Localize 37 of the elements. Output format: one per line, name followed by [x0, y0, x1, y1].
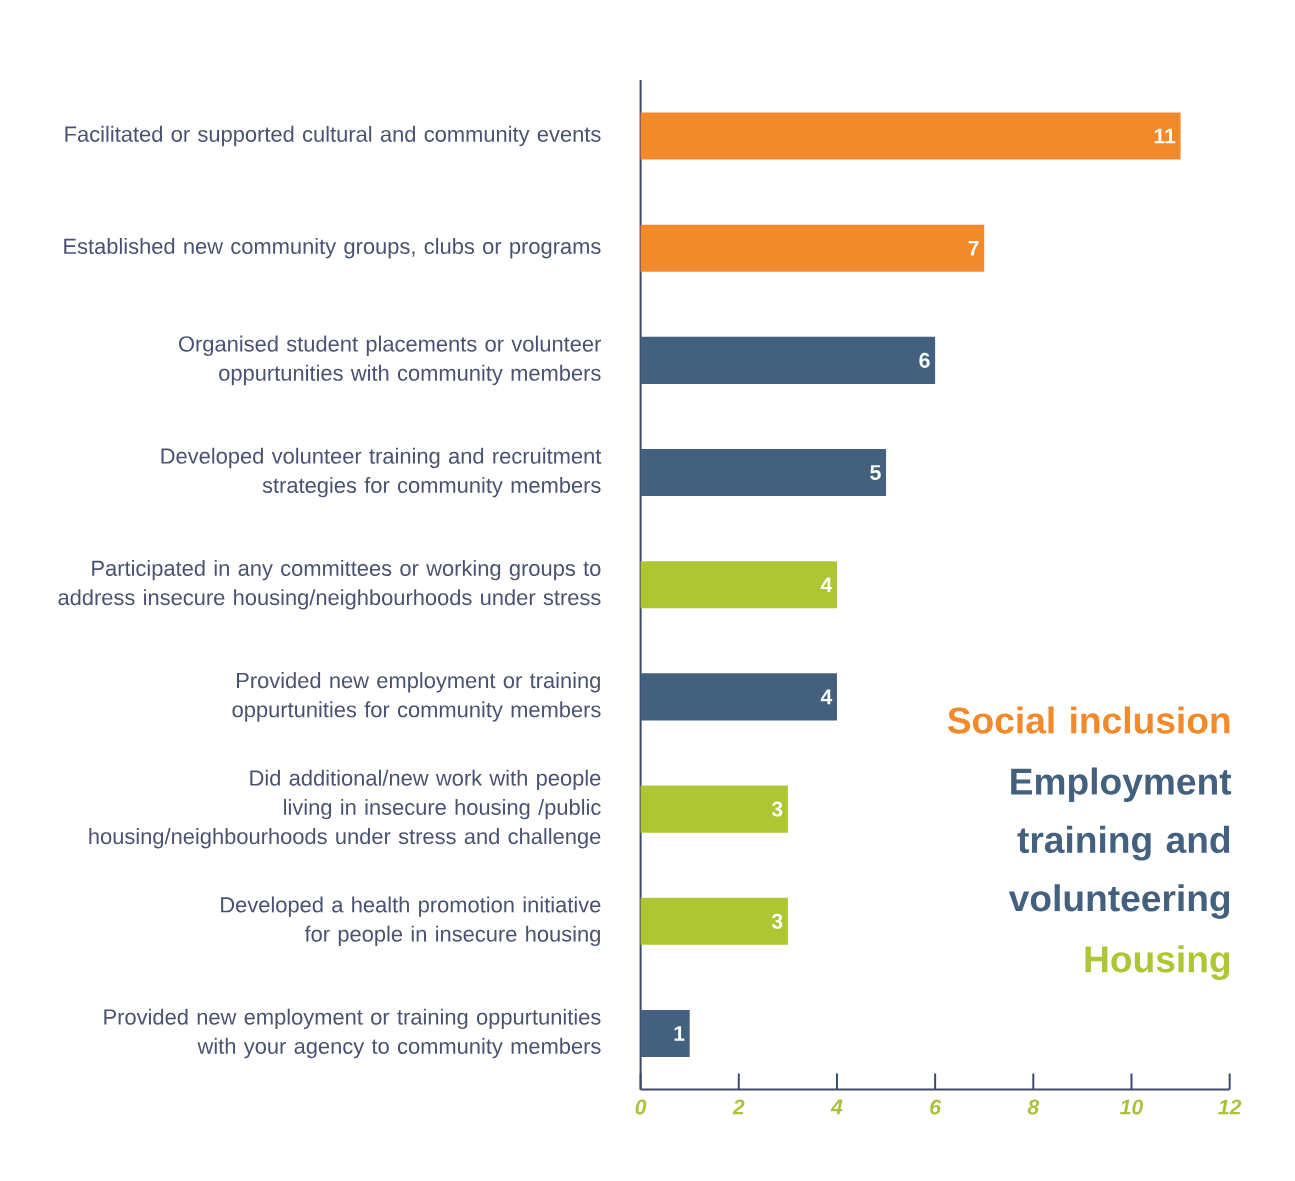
y-tick-label: Developed volunteer training and recruitment strategies for community members	[161, 447, 602, 498]
data-label: 1	[674, 1026, 685, 1041]
bar	[640, 336, 936, 384]
bar	[640, 561, 837, 609]
data-label: 3	[771, 913, 783, 929]
text: Employment training and volunteering	[1008, 767, 1232, 919]
text: Social inclusion	[947, 706, 1230, 734]
data-label: 7	[968, 240, 979, 256]
x-tick-label: 0	[635, 1099, 647, 1115]
y-tick-label: Did additional/new work with people living in insecure housing /public housing/neighbourhoods under stress and challenge	[89, 769, 601, 849]
bar	[640, 1009, 690, 1057]
data-label: 3	[771, 801, 783, 817]
x-tick-label: 4	[830, 1099, 843, 1115]
bar	[640, 785, 788, 833]
y-tick-label: Provided new employment or training oppurtunities for community members	[232, 672, 601, 722]
x-tick-label: 10	[1120, 1099, 1144, 1115]
x-tick-label: 12	[1218, 1099, 1242, 1115]
text: Housing	[1085, 945, 1230, 980]
bar	[640, 673, 837, 721]
x-tick-label: 8	[1027, 1099, 1040, 1115]
data-label: 5	[870, 465, 881, 480]
bar	[640, 224, 985, 272]
bar	[640, 448, 887, 497]
data-label: 11	[1154, 128, 1176, 144]
y-tick-label: Developed a health promotion initiative for people in insecure housing	[221, 896, 601, 947]
bar	[640, 112, 1181, 160]
y-tick-label: Facilitated or supported cultural and community events	[65, 125, 601, 147]
data-label: 4	[820, 689, 833, 705]
x-tick-label: 2	[732, 1099, 745, 1115]
x-tick-label: 6	[930, 1099, 942, 1115]
data-label: 4	[820, 577, 833, 592]
y-tick-label: Participated in any committees or working groups to address insecure housing/neighbourhoods under stress	[58, 559, 601, 610]
y-tick-label: Established new community groups, clubs or programs	[64, 237, 601, 259]
y-tick-label: Provided new employment or training oppurtunities with your agency to community members	[104, 1008, 601, 1059]
bar	[640, 897, 788, 945]
y-tick-label: Organised student placements or volunteer oppurtunities with community members	[179, 335, 601, 386]
data-label: 6	[919, 352, 930, 368]
